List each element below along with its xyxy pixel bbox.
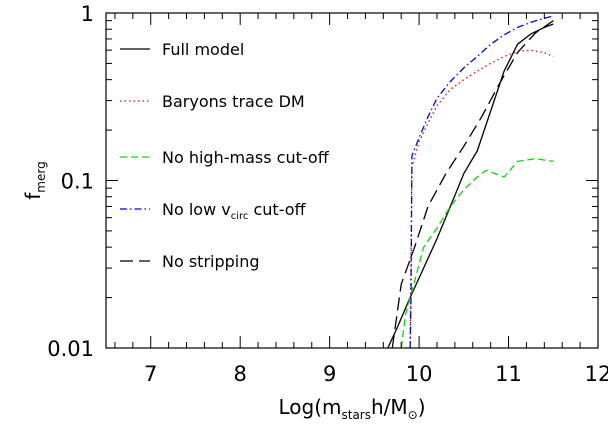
legend-label-4: No low vcirc cut-off	[162, 200, 307, 222]
axes: 7 8 9 10 11 12 0.01 0.1 1 Log(mstarsh/M⊙) fmerg	[21, 2, 608, 422]
series-line-4	[409, 15, 554, 349]
x-tick-label: 11	[495, 362, 522, 386]
y-tick-label: 0.01	[47, 337, 94, 361]
legend-label-3: No high-mass cut-off	[162, 148, 330, 167]
sun-symbol-icon: ⊙	[408, 408, 418, 422]
y-tick-label: 1	[81, 2, 94, 26]
series-line-1	[387, 23, 554, 349]
legend: Full model Baryons trace DM No high-mass c…	[120, 40, 330, 271]
x-axis-label: Log(mstarsh/M⊙)	[278, 395, 425, 422]
y-axis-label: fmerg	[21, 161, 48, 199]
x-tick-label: 8	[233, 362, 246, 386]
series-line-5	[391, 20, 554, 349]
series-line-2	[409, 49, 554, 349]
x-tick-label: 12	[585, 362, 608, 386]
series-line-3	[400, 158, 554, 349]
legend-label-5: No stripping	[162, 252, 260, 271]
legend-label-2: Baryons trace DM	[162, 92, 305, 111]
x-tick-label: 9	[323, 362, 336, 386]
y-tick-label: 0.1	[61, 170, 94, 194]
x-tick-label: 10	[406, 362, 433, 386]
x-tick-label: 7	[144, 362, 157, 386]
legend-label-1: Full model	[162, 40, 244, 59]
series-layer	[387, 15, 554, 349]
